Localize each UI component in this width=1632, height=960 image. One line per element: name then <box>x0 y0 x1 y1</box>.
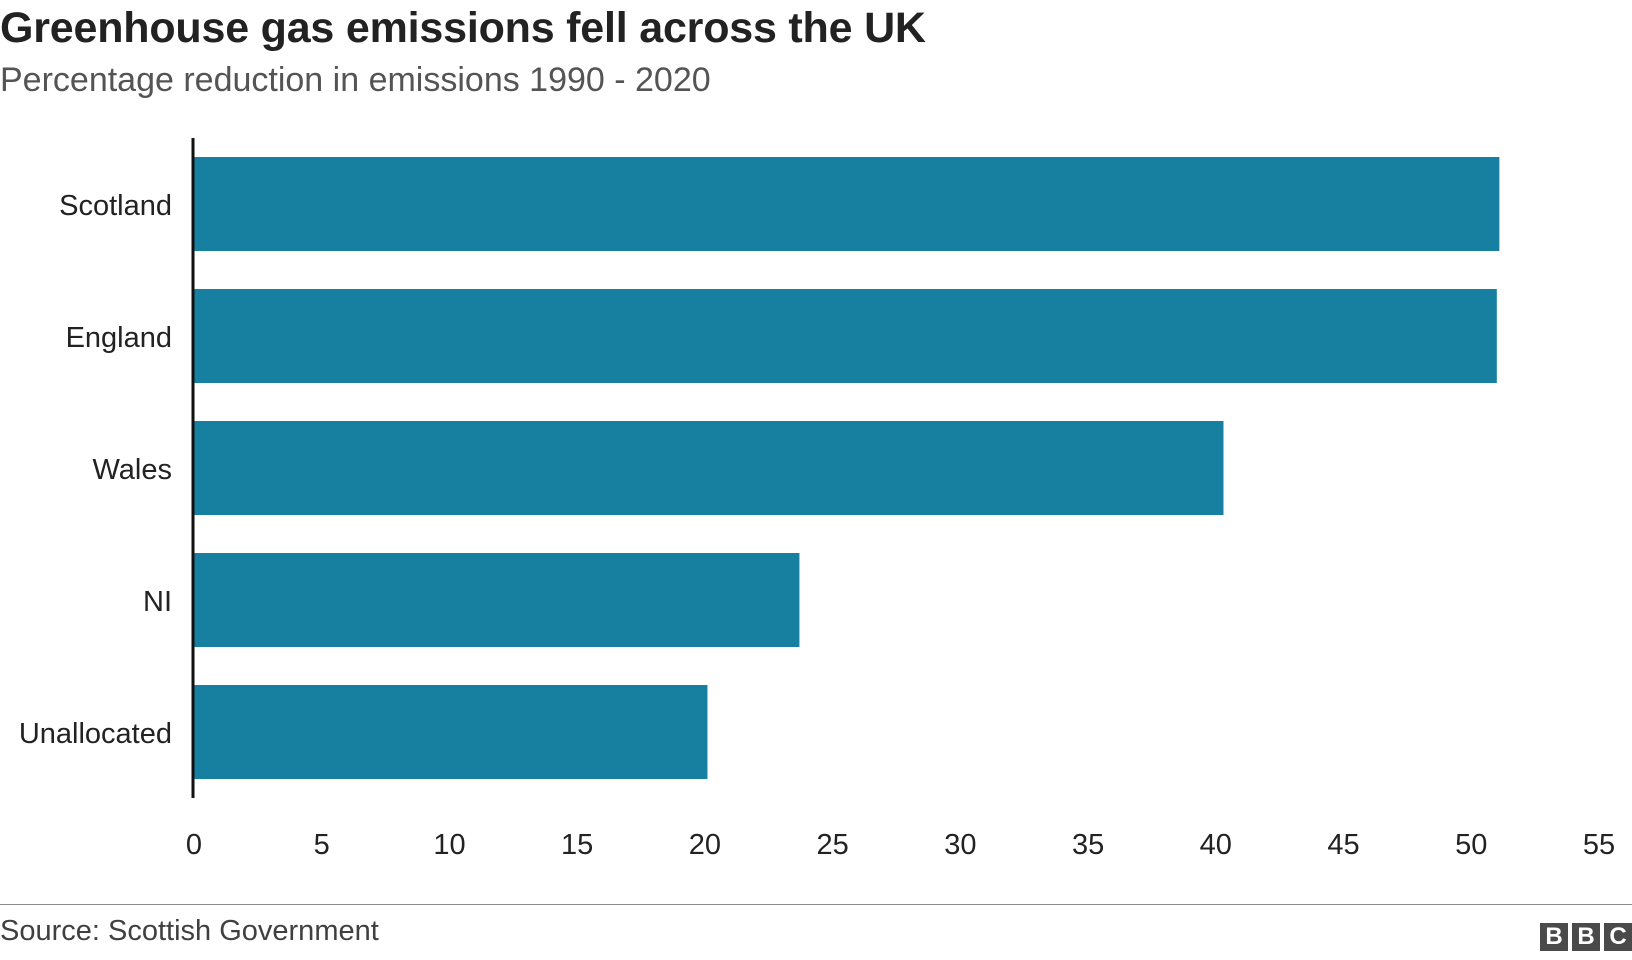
category-label: Scotland <box>59 190 172 222</box>
bbc-logo-letter: B <box>1572 923 1600 951</box>
x-tick-label: 10 <box>433 829 465 861</box>
category-label: Unallocated <box>19 718 172 750</box>
category-label: England <box>66 322 172 354</box>
bar-chart: Scotland England Wales NI Unallocated 0 5 10 15 2… <box>19 138 1615 861</box>
x-tick-label: 45 <box>1327 829 1359 861</box>
bar <box>194 553 800 647</box>
bar <box>194 421 1224 515</box>
bbc-logo-letter: B <box>1540 923 1568 951</box>
x-tick-label: 0 <box>186 829 202 861</box>
x-tick-label: 5 <box>314 829 330 861</box>
x-tick-label: 55 <box>1583 829 1615 861</box>
bar <box>194 685 708 779</box>
bar <box>194 157 1500 251</box>
category-label: NI <box>143 586 172 618</box>
footer-divider <box>0 904 1632 905</box>
category-label: Wales <box>93 454 173 486</box>
bbc-logo-letter: C <box>1604 923 1632 951</box>
bbc-logo: B B C <box>1540 923 1632 951</box>
bar <box>194 289 1497 383</box>
x-tick-label: 20 <box>689 829 721 861</box>
x-tick-label: 15 <box>561 829 593 861</box>
x-tick-label: 35 <box>1072 829 1104 861</box>
chart-subtitle: Percentage reduction in emissions 1990 -… <box>0 61 711 99</box>
x-tick-label: 50 <box>1455 829 1487 861</box>
chart-title: Greenhouse gas emissions fell across the… <box>0 4 926 52</box>
x-tick-label: 25 <box>817 829 849 861</box>
source-note: Source: Scottish Government <box>0 915 379 947</box>
x-tick-label: 40 <box>1200 829 1232 861</box>
x-tick-label: 30 <box>944 829 976 861</box>
